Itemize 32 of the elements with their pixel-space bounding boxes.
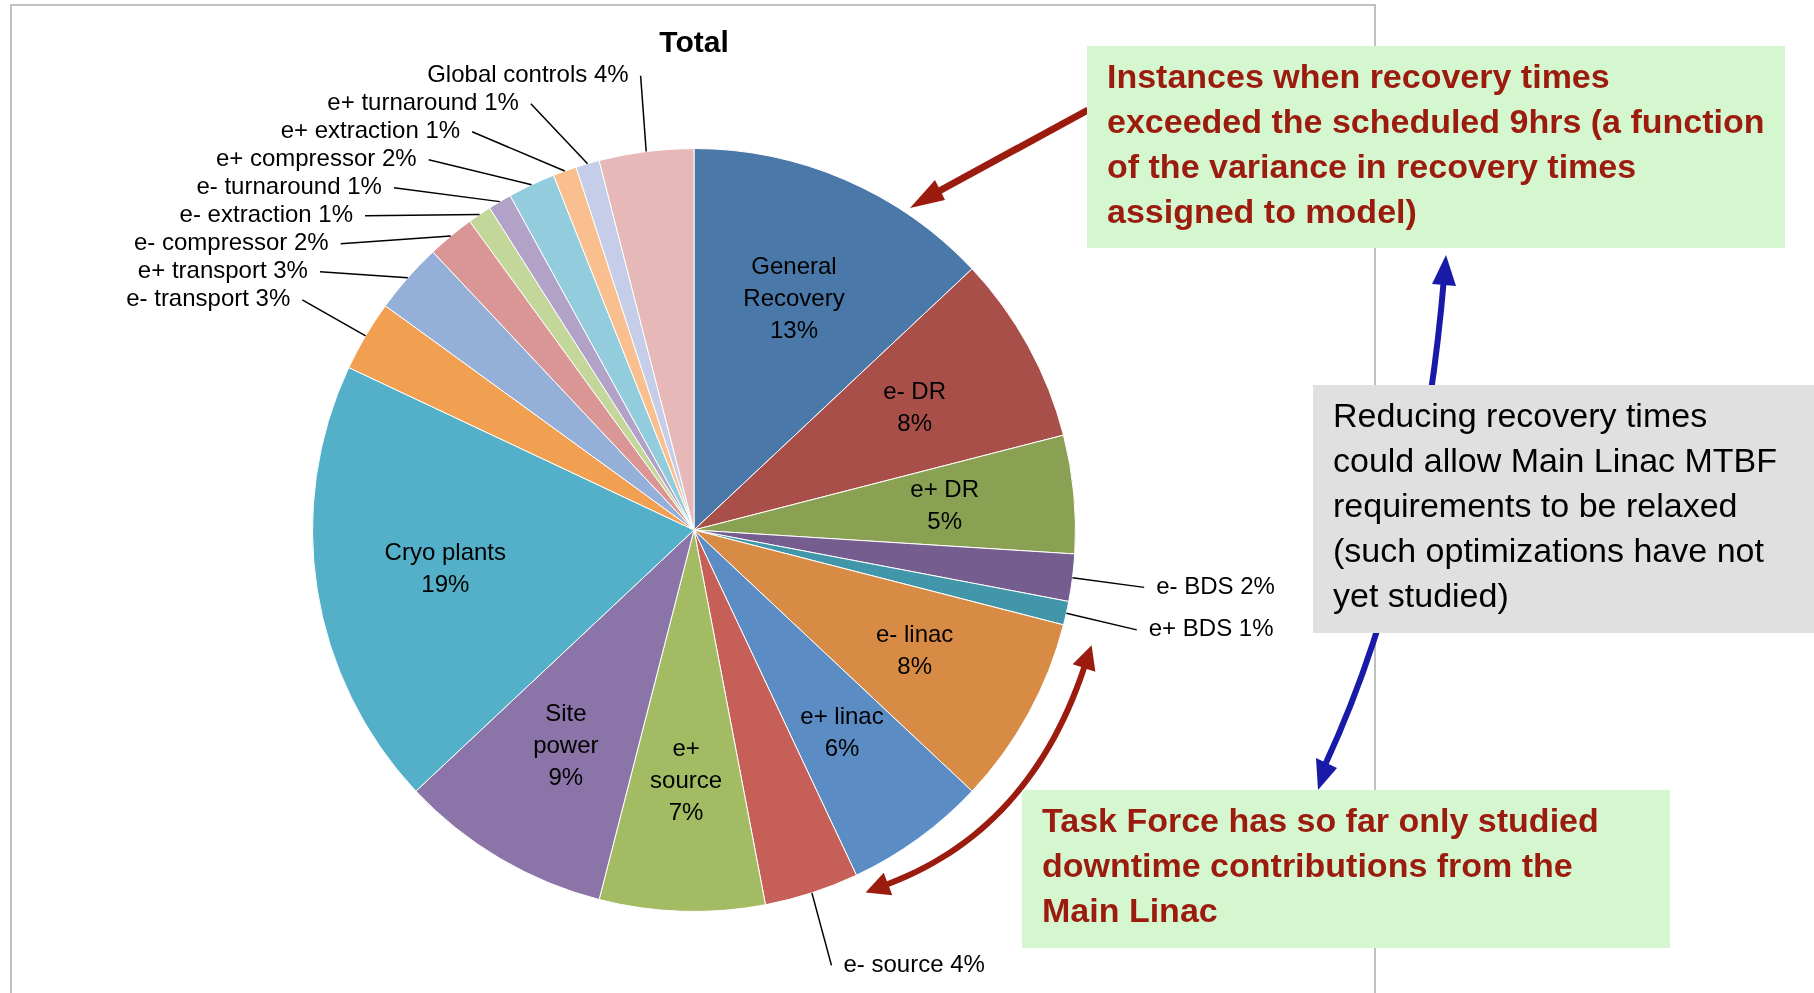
- slice-label: e- linac: [875, 619, 954, 647]
- slice-label: e- compressor 2%: [133, 228, 329, 256]
- data-label: 8%: [897, 409, 932, 437]
- slice-label: Global controls 4%: [427, 60, 629, 88]
- slice-label: e+ compressor 2%: [215, 144, 417, 172]
- slice-label: Cryo plants: [384, 538, 507, 566]
- slice-label: e- BDS 2%: [1156, 572, 1275, 599]
- data-label: 13%: [769, 315, 819, 343]
- chart-title: Total: [659, 25, 729, 59]
- data-label: 8%: [897, 651, 932, 679]
- data-label: 9%: [548, 763, 584, 791]
- slice-label: e- turnaround 1%: [196, 172, 382, 200]
- slice-label: e+ source: [650, 734, 723, 794]
- text: Reducing recovery times could allow Main Linac MTBF requirements to be relaxed (such optimizations have not yet studied): [1313, 385, 1814, 633]
- slice-label: e+ BDS 1%: [1148, 614, 1274, 642]
- slice-label: e- source 4%: [843, 950, 985, 978]
- data-label: 5%: [927, 506, 963, 534]
- slice-label: e+ transport 3%: [137, 256, 308, 284]
- data-label: 6%: [824, 734, 860, 762]
- slice-label: e+ extraction 1%: [280, 116, 461, 144]
- slice-label: e- transport 3%: [126, 284, 291, 312]
- slice-label: e+ linac: [800, 702, 884, 730]
- slice-label: e- DR: [883, 377, 946, 405]
- slice-label: General Recovery: [743, 251, 845, 311]
- text: Task Force has so far only studied downtime contributions from the Main Linac: [1022, 790, 1670, 948]
- text: Instances when recovery times exceeded the scheduled 9hrs (a function of the variance in recovery times assigned to model): [1087, 46, 1785, 248]
- slice-label: e+ turnaround 1%: [327, 88, 519, 116]
- slice-label: Site power: [533, 699, 599, 759]
- slice-label: e- extraction 1%: [179, 200, 354, 228]
- data-label: 19%: [421, 570, 470, 598]
- data-label: 7%: [668, 798, 704, 826]
- slice-label: e+ DR: [910, 474, 980, 502]
